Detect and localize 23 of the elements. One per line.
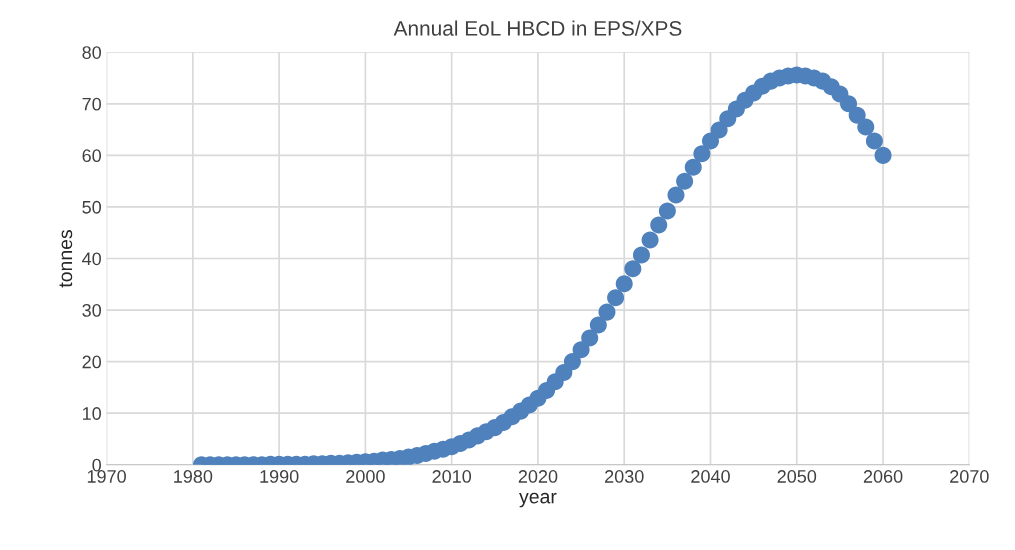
y-tick-label: 80 <box>82 46 102 59</box>
x-tick-label: 2000 <box>346 470 385 483</box>
x-tick-label: 1980 <box>174 470 213 483</box>
x-tick-label: 2050 <box>777 470 817 483</box>
y-tick-label: 0 <box>92 458 102 472</box>
y-tick-label: 30 <box>82 304 102 317</box>
y-tick-label: 10 <box>83 407 102 420</box>
y-tick-label: 40 <box>82 252 102 266</box>
x-tick-label: 2070 <box>950 470 989 483</box>
chart-title: Annual EoL HBCD in EPS/XPS <box>393 20 682 36</box>
y-axis-title: tonnes <box>59 230 73 288</box>
x-tick-label: 2040 <box>691 470 730 483</box>
x-tick-label: 2030 <box>605 470 644 483</box>
x-tick-label: 1970 <box>87 470 126 483</box>
x-tick-label: 2020 <box>518 470 558 483</box>
x-axis-title: year <box>519 492 557 508</box>
y-tick-label: 20 <box>82 355 102 369</box>
y-tick-label: 70 <box>82 97 102 111</box>
x-tick-label: 2010 <box>432 470 472 483</box>
y-tick-label: 50 <box>82 200 102 214</box>
x-tick-label: 2060 <box>863 470 903 483</box>
y-tick-label: 60 <box>82 149 102 163</box>
x-tick-label: 1990 <box>260 470 299 483</box>
